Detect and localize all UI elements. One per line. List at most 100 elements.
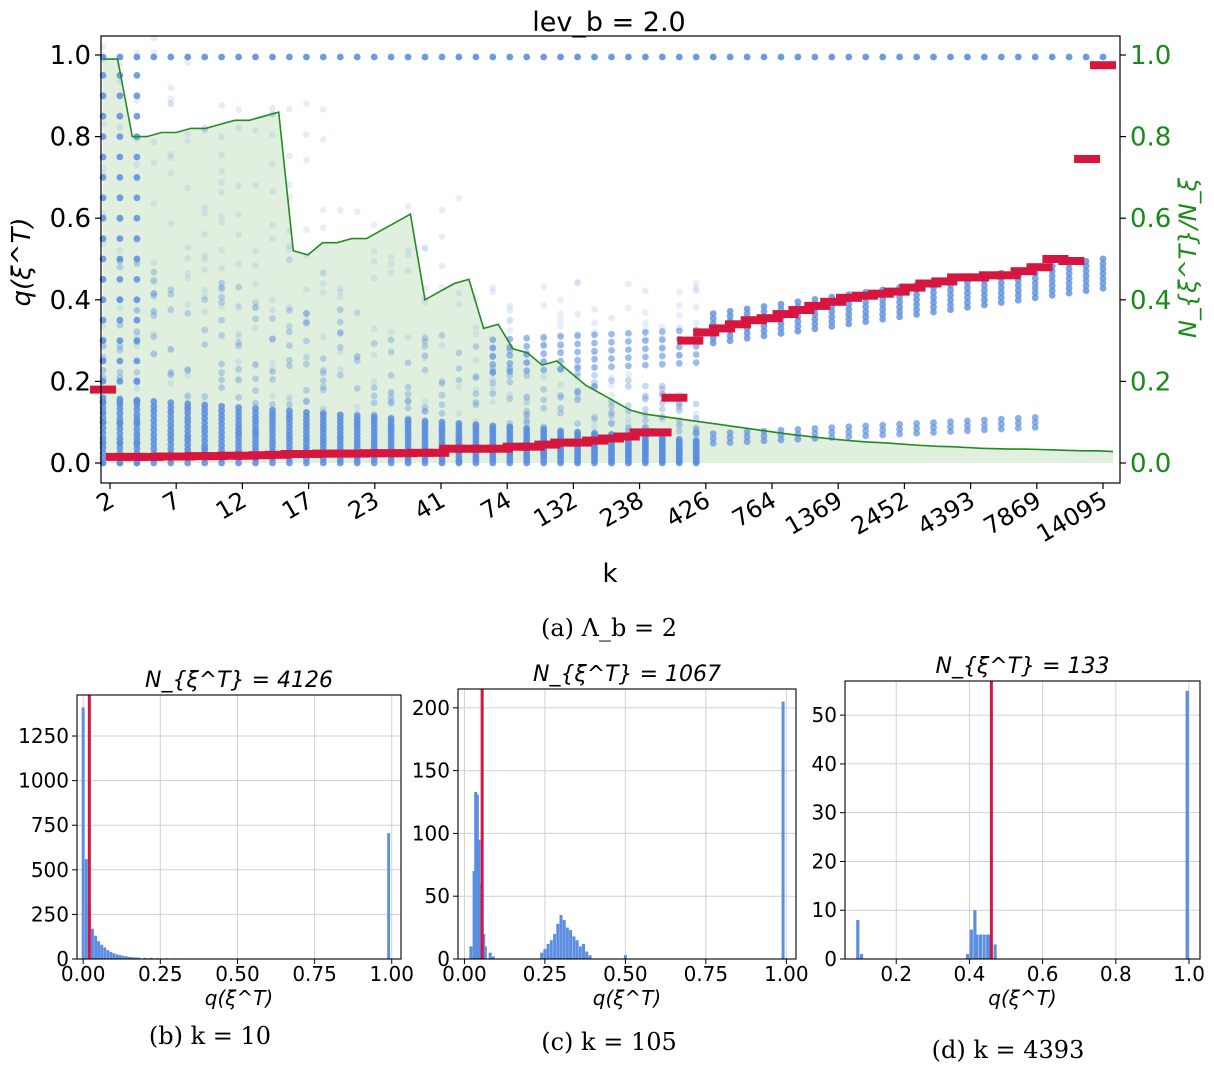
q-point (286, 401, 293, 408)
q-point (540, 350, 548, 358)
q-point (438, 378, 446, 386)
q-point (913, 429, 920, 437)
q-point (235, 432, 243, 439)
fraction-area-shape (103, 59, 1113, 463)
q-point (726, 312, 734, 320)
q-point (1014, 419, 1022, 427)
q-point (150, 307, 158, 314)
x-tick-label: 132 (529, 486, 583, 533)
q-point (235, 429, 243, 437)
q-point (692, 285, 700, 293)
q-point (336, 318, 344, 326)
q-point (421, 244, 429, 252)
mean-q-marker (423, 448, 450, 457)
q-point (133, 316, 141, 324)
q-point (692, 53, 700, 61)
q-point (319, 367, 327, 374)
x-tick-label: 2 (92, 486, 119, 518)
q-point (370, 340, 378, 347)
q-point (404, 390, 412, 398)
x-tick-label: 12 (211, 486, 251, 526)
q-point (472, 422, 480, 430)
x-tick-label: 0.00 (442, 962, 487, 986)
q-point (997, 53, 1005, 61)
q-point (760, 308, 768, 315)
q-point (642, 287, 649, 295)
q-point (845, 315, 853, 323)
q-point (1048, 292, 1056, 299)
q-point (642, 444, 649, 451)
q-point (472, 356, 480, 364)
q-point (116, 357, 124, 365)
q-point (150, 350, 158, 358)
chart-d: 0 10 20 30 40 50 0.2 0.4 0.6 0.8 1.0 N_{ξ^T} = 133 q… (812, 654, 1205, 1064)
q-point (387, 53, 395, 61)
q-point (218, 53, 226, 61)
histogram-title: N_{ξ^T} = 4126 (145, 668, 333, 693)
q-point (319, 439, 327, 446)
q-point (218, 101, 226, 109)
q-point (150, 440, 158, 448)
q-point (574, 311, 581, 318)
q-point (1031, 279, 1039, 287)
q-point (455, 420, 463, 427)
y-tick-label: 0.0 (50, 449, 91, 479)
q-point (184, 416, 192, 423)
q-point (658, 328, 666, 335)
q-point (506, 317, 514, 325)
q-point (1065, 270, 1073, 277)
q-point (506, 53, 514, 61)
fraction-curve (103, 58, 1114, 453)
mean-q-marker (629, 428, 656, 437)
mean-q-marker (121, 452, 148, 461)
q-point (591, 413, 598, 420)
mean-q-marker (486, 444, 513, 453)
y-tick-label: 150 (412, 759, 450, 783)
q-point (167, 408, 175, 416)
q-point (642, 319, 649, 327)
histogram-bar (387, 833, 391, 959)
mean-q-marker (772, 310, 799, 319)
q-point (608, 314, 615, 322)
q-point (387, 253, 395, 261)
histogram-bar (94, 935, 97, 959)
q-point (286, 362, 293, 370)
q-point (286, 323, 293, 331)
histogram-bar (469, 946, 473, 959)
q-point (150, 159, 158, 167)
q-point (557, 333, 564, 340)
q-point (981, 282, 988, 289)
q-point (133, 459, 141, 467)
q-point (201, 296, 209, 304)
q-point (489, 336, 497, 344)
q-point (201, 209, 209, 217)
q-point (235, 53, 243, 61)
histogram-bar (131, 957, 134, 959)
q-point (150, 330, 158, 338)
q-point (218, 293, 226, 301)
q-point (167, 346, 175, 353)
q-point (387, 394, 395, 401)
q-point (692, 430, 700, 438)
q-point (218, 178, 226, 186)
q-point (455, 289, 463, 297)
q-point (404, 435, 412, 442)
q-point (201, 445, 209, 453)
q-point (404, 267, 412, 275)
q-point (675, 327, 683, 335)
q-point (370, 258, 378, 265)
plot-frame (457, 688, 797, 960)
q-point (319, 289, 327, 296)
q-point (404, 418, 412, 426)
y-axis-right: 0.0 0.2 0.4 0.6 0.8 1.0 (1120, 41, 1171, 479)
q-point (286, 256, 293, 264)
q-point (557, 427, 564, 435)
x-tick-label: 17 (277, 486, 317, 526)
q-point (845, 53, 853, 61)
q-point (455, 365, 463, 372)
q-point (370, 53, 378, 61)
q-point (150, 416, 158, 424)
histogram-bar (623, 955, 627, 959)
mean-q-marker (899, 283, 926, 292)
q-point (252, 281, 259, 288)
